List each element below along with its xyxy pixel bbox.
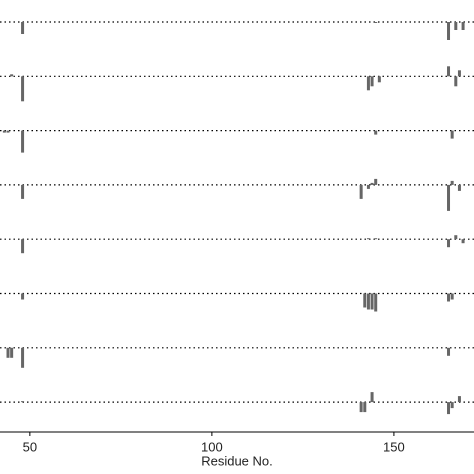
bar bbox=[374, 178, 378, 185]
bar bbox=[447, 184, 451, 211]
bar bbox=[457, 396, 461, 403]
bar bbox=[447, 402, 451, 415]
bar bbox=[21, 184, 25, 199]
bar bbox=[21, 347, 25, 368]
bar bbox=[374, 22, 378, 23]
bar bbox=[21, 130, 25, 153]
bar bbox=[377, 76, 381, 83]
bar bbox=[374, 130, 378, 135]
bar bbox=[10, 347, 14, 358]
bar bbox=[366, 184, 370, 189]
bar bbox=[370, 76, 374, 87]
bar bbox=[21, 401, 25, 403]
bar bbox=[447, 239, 451, 248]
bar bbox=[450, 130, 454, 139]
bar bbox=[374, 238, 378, 240]
bar bbox=[454, 22, 458, 30]
bar bbox=[374, 293, 378, 312]
bar bbox=[457, 184, 461, 191]
bar bbox=[450, 180, 454, 185]
bar bbox=[447, 347, 451, 356]
bar bbox=[10, 74, 14, 77]
bar bbox=[447, 66, 451, 77]
bar bbox=[366, 293, 370, 310]
bar bbox=[370, 182, 374, 185]
bar bbox=[447, 293, 451, 302]
x-tick-label: 100 bbox=[201, 439, 223, 454]
bar bbox=[21, 239, 25, 254]
bar bbox=[457, 70, 461, 77]
bar bbox=[454, 76, 458, 87]
bar bbox=[363, 293, 367, 308]
x-tick-label: 50 bbox=[23, 439, 37, 454]
bar bbox=[6, 347, 10, 358]
bar bbox=[21, 76, 25, 102]
bar bbox=[2, 130, 6, 133]
bar bbox=[450, 402, 454, 409]
x-axis-label: Residue No. bbox=[201, 453, 273, 468]
bar bbox=[21, 293, 25, 300]
x-tick-label: 150 bbox=[383, 439, 405, 454]
bar bbox=[359, 184, 363, 199]
bar bbox=[370, 293, 374, 310]
bar bbox=[370, 392, 374, 403]
bar bbox=[366, 76, 370, 91]
bar bbox=[21, 22, 25, 34]
bar bbox=[454, 235, 458, 240]
bar bbox=[461, 22, 465, 30]
bar bbox=[359, 402, 363, 413]
bar bbox=[461, 239, 465, 244]
bar bbox=[450, 293, 454, 300]
bar bbox=[363, 402, 367, 413]
bar bbox=[6, 130, 10, 133]
bar bbox=[366, 238, 370, 240]
bar bbox=[447, 22, 451, 40]
